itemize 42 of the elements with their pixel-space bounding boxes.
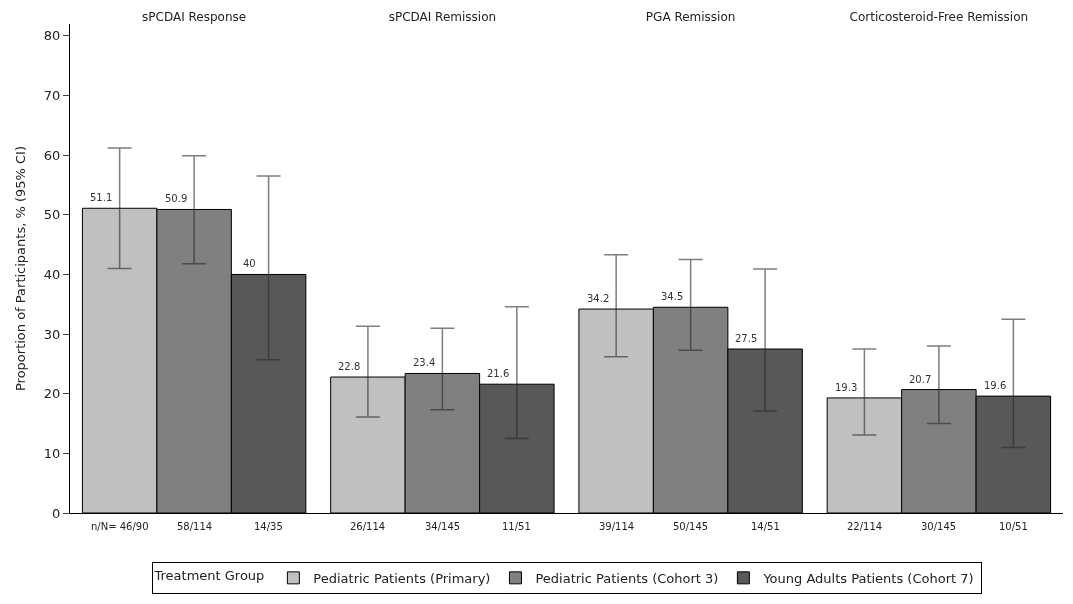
text: 58/114 <box>177 521 213 532</box>
data-label: 27.5 <box>735 333 758 344</box>
legend-label: Young Adults Patients (Cohort 7) <box>762 570 974 586</box>
data-label: 19.6 <box>984 380 1007 391</box>
y-tick-label: 80 <box>43 28 61 44</box>
y-axis-title: Proportion of Participants, % (95% CI) <box>12 145 28 392</box>
text: 34/145 <box>425 521 461 532</box>
y-tick-label: 20 <box>43 386 61 402</box>
data-label: 51.1 <box>90 192 113 203</box>
legend-title: Treatment Group <box>153 567 265 583</box>
data-label: 22.8 <box>338 361 361 372</box>
data-label: 19.3 <box>835 382 858 393</box>
x-tick-label: sPCDAI Response <box>142 9 247 24</box>
text: 14/51 <box>751 521 780 532</box>
y-tick-label: 60 <box>43 147 61 163</box>
y-tick-label: 30 <box>43 326 61 342</box>
data-label: 40 <box>243 258 256 269</box>
x-tick-label: Corticosteroid-Free Remission <box>849 9 1029 24</box>
y-tick-label: 40 <box>43 267 61 283</box>
data-label: 23.4 <box>413 357 436 368</box>
text: 39/114 <box>599 521 635 532</box>
text: 26/114 <box>350 521 386 532</box>
text: n/N= 46/90 <box>91 521 149 532</box>
data-label: 50.9 <box>165 193 188 204</box>
text: 50/145 <box>673 521 709 532</box>
text: 11/51 <box>502 521 531 532</box>
text: 14/35 <box>254 521 283 532</box>
y-tick-label: 70 <box>43 88 61 104</box>
data-label: 34.2 <box>587 293 610 304</box>
data-label: 34.5 <box>661 291 684 302</box>
x-tick-label: PGA Remission <box>645 9 736 24</box>
legend-label: Pediatric Patients (Cohort 3) <box>535 570 719 586</box>
data-label: 21.6 <box>487 368 510 379</box>
y-tick-label: 0 <box>52 505 61 521</box>
legend-label: Pediatric Patients (Primary) <box>313 570 491 586</box>
x-tick-label: sPCDAI Remission <box>388 9 497 24</box>
text: 10/51 <box>999 521 1028 532</box>
data-label: 20.7 <box>909 374 932 385</box>
y-tick-label: 50 <box>43 207 61 223</box>
text: 22/114 <box>847 521 883 532</box>
text: 30/145 <box>921 521 957 532</box>
y-tick-label: 10 <box>43 445 61 461</box>
